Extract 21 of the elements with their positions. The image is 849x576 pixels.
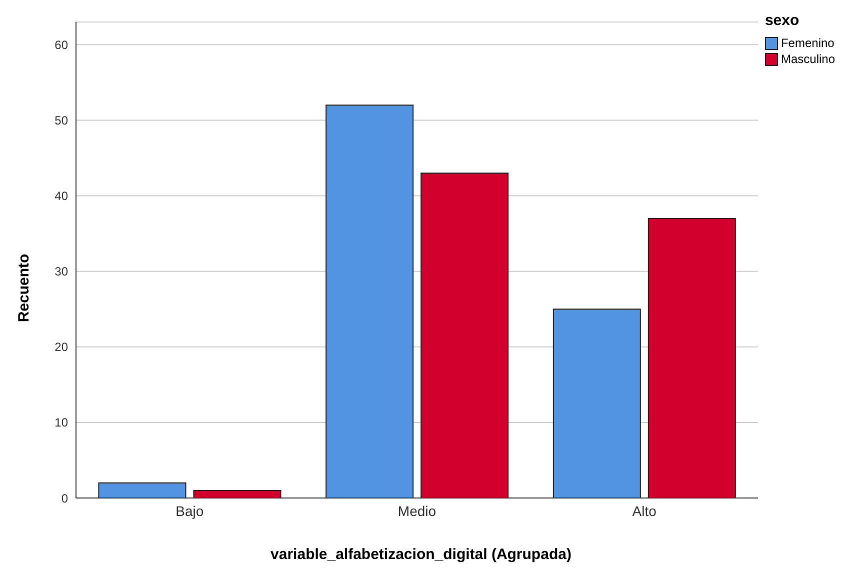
y-axis-title: Recuento <box>16 254 32 322</box>
legend-title: sexo <box>764 12 800 29</box>
x-axis-title: variable_alfabetizacion_digital (Agrupada) <box>270 546 572 563</box>
legend-label: Masculino <box>780 52 835 66</box>
legend-label: Femenino <box>780 36 834 50</box>
bar <box>98 482 186 498</box>
y-tick-label: 50 <box>54 113 68 128</box>
y-tick-label: 30 <box>54 264 68 279</box>
bar <box>420 172 509 498</box>
y-tick-label: 60 <box>54 38 68 52</box>
bar <box>552 308 641 498</box>
x-tick-label: Medio <box>398 502 436 519</box>
y-tick-label: 0 <box>61 491 68 506</box>
y-tick-label: 40 <box>54 189 68 204</box>
bar <box>193 490 282 498</box>
y-tick-label: 10 <box>54 416 68 430</box>
y-tick-label: 20 <box>54 340 68 354</box>
bar <box>326 104 414 498</box>
bar <box>648 218 736 498</box>
x-tick-label: Bajo <box>176 502 204 519</box>
x-tick-label: Alto <box>632 502 657 519</box>
